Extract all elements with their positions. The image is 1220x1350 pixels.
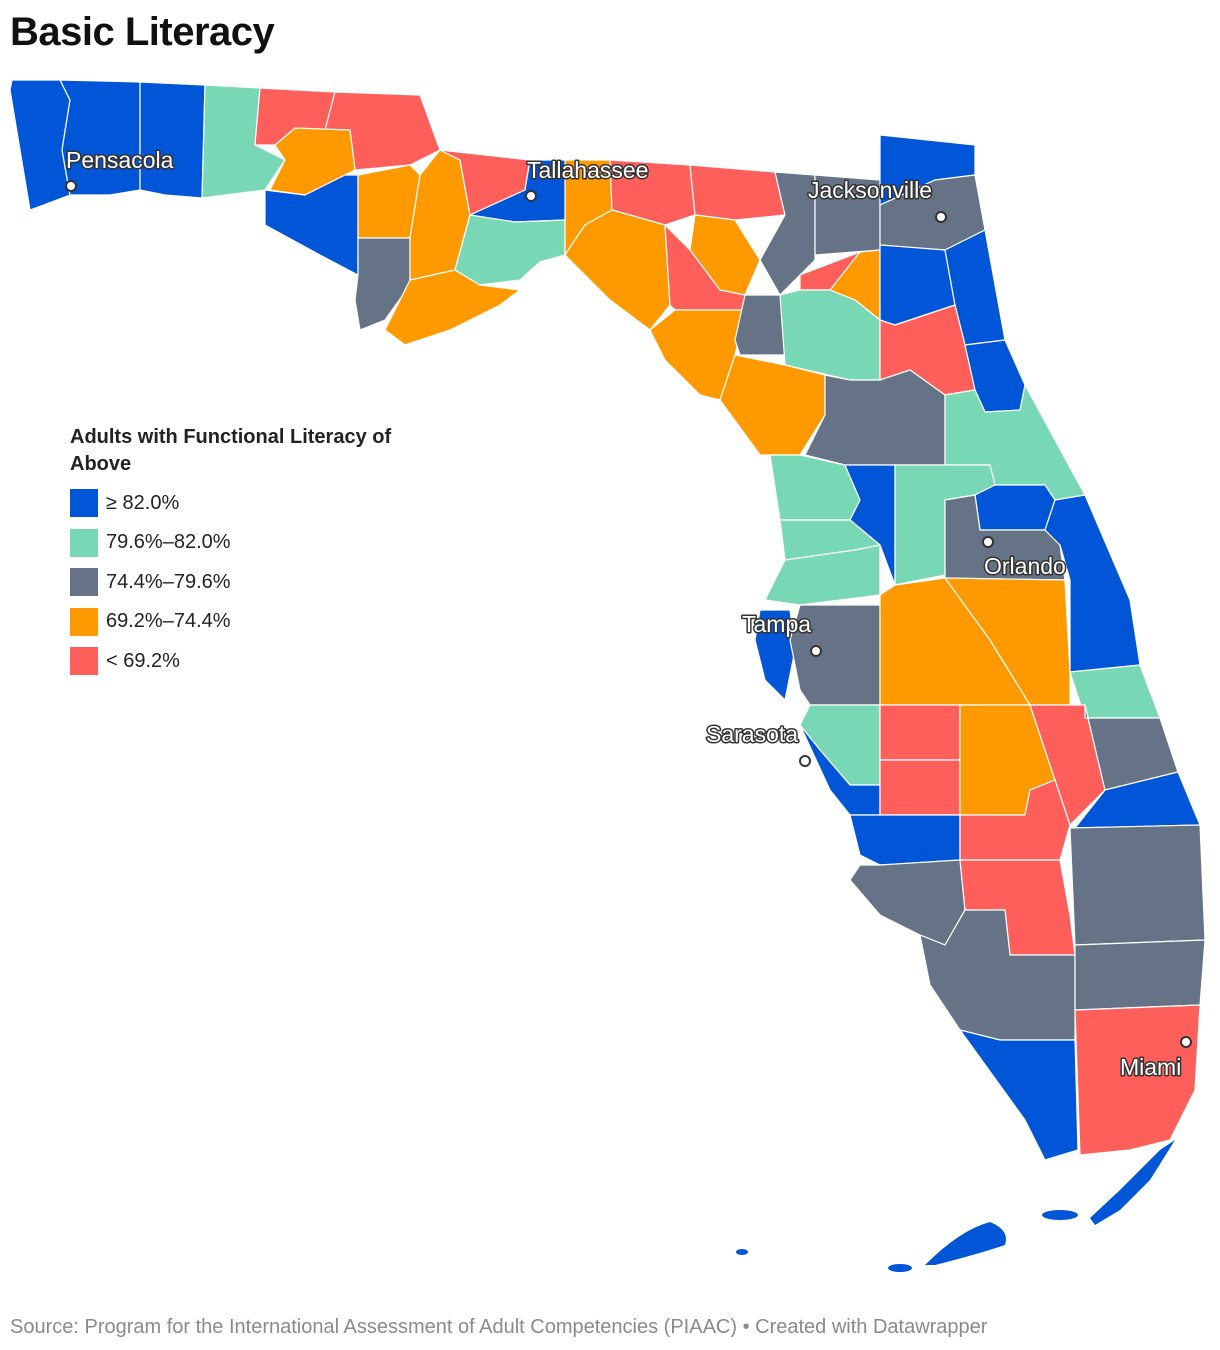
source-footer: Source: Program for the International As… bbox=[10, 1316, 988, 1338]
legend-swatch bbox=[70, 528, 98, 557]
legend-item-mid-low: 69.2%–74.4% bbox=[70, 607, 450, 637]
county-broward[interactable] bbox=[1074, 939, 1206, 1011]
key-largo bbox=[925, 1222, 1006, 1265]
county-calhoun[interactable] bbox=[357, 164, 421, 239]
county-wakulla[interactable] bbox=[454, 214, 566, 286]
county-desoto[interactable] bbox=[879, 759, 961, 816]
legend-swatch bbox=[70, 647, 98, 675]
keys-islands bbox=[736, 1140, 1175, 1272]
city-dot-pensacola bbox=[65, 180, 77, 192]
city-label-jacksonville: Jacksonville bbox=[808, 177, 932, 203]
county-seminole[interactable] bbox=[974, 484, 1056, 531]
county-okaloosa[interactable] bbox=[139, 81, 206, 199]
county-gilchrist[interactable] bbox=[734, 294, 791, 356]
city-dot-tampa bbox=[810, 645, 822, 657]
county-monroe-mainland[interactable] bbox=[959, 1029, 1079, 1161]
legend-item-mid-high: 79.6%–82.0% bbox=[70, 528, 450, 558]
county-hamilton[interactable] bbox=[689, 164, 786, 221]
county-hardee[interactable] bbox=[879, 704, 961, 761]
city-label-tallahassee: Tallahassee bbox=[527, 157, 648, 183]
county-charlotte[interactable] bbox=[849, 814, 961, 866]
city-dot-tallahassee bbox=[525, 190, 537, 202]
city-label-tampa: Tampa bbox=[742, 611, 811, 637]
city-label-orlando: Orlando bbox=[984, 553, 1066, 579]
city-label-miami: Miami bbox=[1120, 1054, 1181, 1080]
county-regions bbox=[9, 79, 1206, 1161]
county-santa-rosa[interactable] bbox=[59, 79, 141, 196]
city-dot-sarasota bbox=[799, 755, 811, 767]
city-dot-miami bbox=[1180, 1036, 1192, 1048]
legend-item-low: < 69.2% bbox=[70, 646, 450, 676]
county-lee[interactable] bbox=[849, 859, 966, 946]
chart-title: Basic Literacy bbox=[10, 10, 275, 54]
county-miami-dade[interactable] bbox=[1074, 1004, 1201, 1156]
legend-label: < 69.2% bbox=[106, 649, 180, 672]
legend-item-mid: 74.4%–79.6% bbox=[70, 567, 450, 597]
city-label-pensacola: Pensacola bbox=[66, 147, 174, 173]
legend: Adults with Functional Literacy of Above… bbox=[70, 424, 450, 686]
legend-swatch bbox=[70, 568, 98, 596]
city-dot-orlando bbox=[982, 536, 994, 548]
key-islet-2 bbox=[888, 1264, 912, 1272]
legend-item-high: ≥ 82.0% bbox=[70, 488, 450, 518]
county-palm-beach[interactable] bbox=[1069, 824, 1206, 946]
city-label-sarasota: Sarasota bbox=[706, 721, 798, 747]
legend-label: 74.4%–79.6% bbox=[106, 570, 231, 593]
key-islet bbox=[1042, 1210, 1078, 1220]
legend-swatch bbox=[70, 489, 98, 517]
legend-swatch bbox=[70, 607, 98, 636]
legend-label: 79.6%–82.0% bbox=[106, 531, 231, 553]
legend-title: Adults with Functional Literacy of Above bbox=[70, 426, 392, 475]
city-markers: Pensacola Tallahassee Jacksonville Orlan… bbox=[65, 146, 1192, 1082]
legend-label: ≥ 82.0% bbox=[106, 491, 180, 514]
county-madison[interactable] bbox=[609, 159, 696, 226]
city-dot-jacksonville bbox=[935, 211, 947, 223]
county-escambia[interactable] bbox=[9, 79, 71, 211]
county-okeechobee[interactable] bbox=[1029, 704, 1106, 826]
florida-keys bbox=[1090, 1140, 1175, 1225]
county-pinellas[interactable] bbox=[754, 609, 796, 701]
legend-label: 69.2%–74.4% bbox=[106, 610, 231, 632]
key-islet-3 bbox=[736, 1249, 748, 1255]
county-marion[interactable] bbox=[804, 369, 946, 466]
